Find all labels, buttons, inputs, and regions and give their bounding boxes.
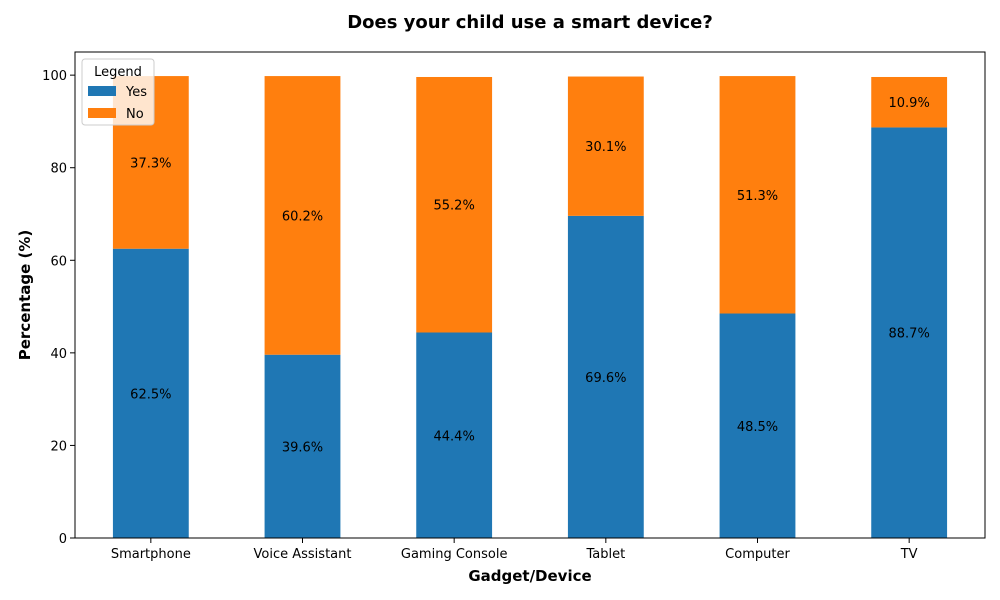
- legend-label-no: No: [126, 107, 144, 122]
- data-label-no-voice-assistant: 60.2%: [282, 209, 323, 224]
- x-tick-label: Voice Assistant: [254, 547, 352, 562]
- legend: Legend Yes No: [81, 58, 155, 126]
- legend-label-yes: Yes: [125, 85, 147, 100]
- bar-yes-tablet: [567, 215, 644, 538]
- chart-title: Does your child use a smart device?: [347, 12, 713, 33]
- data-label-no-tv: 10.9%: [889, 96, 930, 111]
- y-tick-label: 40: [50, 347, 67, 362]
- y-axis-label: Percentage (%): [16, 230, 34, 360]
- data-labels-layer: 62.5% 37.3% 39.6% 60.2% 44.4% 55.2% 69.6% 30.1%…: [130, 96, 930, 455]
- data-label-yes-voice-assistant: 39.6%: [282, 440, 323, 455]
- x-tick-label: Computer: [725, 547, 790, 562]
- legend-swatch-yes: [88, 86, 116, 96]
- y-tick-label: 100: [42, 69, 67, 84]
- data-label-no-tablet: 30.1%: [585, 140, 626, 155]
- y-axis: 0 20 40 60 80 100: [42, 69, 75, 547]
- bar-yes-gaming-console: [416, 332, 493, 538]
- bar-no-voice-assistant: [264, 76, 341, 355]
- bar-yes-smartphone: [112, 248, 189, 538]
- legend-title: Legend: [94, 65, 142, 80]
- bar-no-computer: [719, 76, 796, 314]
- y-tick-label: 20: [50, 439, 67, 454]
- bar-no-tablet: [567, 76, 644, 216]
- data-label-yes-smartphone: 62.5%: [130, 387, 171, 402]
- y-tick-label: 80: [50, 162, 67, 177]
- bar-yes-tv: [871, 127, 948, 538]
- y-tick-label: 60: [50, 254, 67, 269]
- y-tick-label: 0: [59, 532, 67, 547]
- x-tick-label: TV: [900, 547, 918, 562]
- x-tick-label: Gaming Console: [401, 547, 508, 562]
- bar-no-tv: [871, 76, 948, 128]
- x-tick-label: Tablet: [585, 547, 625, 562]
- x-axis: Smartphone Voice Assistant Gaming Console T…: [111, 538, 918, 562]
- data-label-yes-gaming-console: 44.4%: [434, 429, 475, 444]
- data-label-no-smartphone: 37.3%: [130, 156, 171, 171]
- legend-swatch-no: [88, 108, 116, 118]
- data-label-no-gaming-console: 55.2%: [434, 199, 475, 214]
- bar-yes-computer: [719, 313, 796, 538]
- bar-yes-voice-assistant: [264, 354, 341, 538]
- x-axis-label: Gadget/Device: [468, 567, 591, 585]
- data-label-no-computer: 51.3%: [737, 189, 778, 204]
- plot-frame: [74, 51, 986, 539]
- data-label-yes-tv: 88.7%: [889, 327, 930, 342]
- bars-layer: [112, 76, 948, 538]
- data-label-yes-tablet: 69.6%: [585, 371, 626, 386]
- bar-no-gaming-console: [416, 76, 493, 333]
- data-label-yes-computer: 48.5%: [737, 420, 778, 435]
- x-tick-label: Smartphone: [111, 547, 191, 562]
